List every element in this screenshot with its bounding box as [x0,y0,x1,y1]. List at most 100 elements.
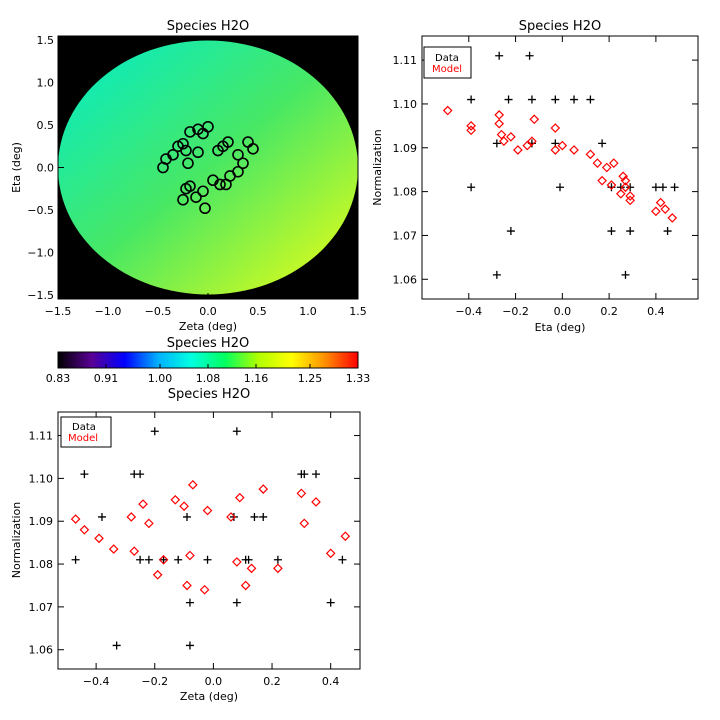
heatmap-marker [220,178,232,191]
eta-scatter-marks [442,51,679,279]
eta-scatter-model-point [527,136,537,147]
heatmap-marker [182,157,194,170]
eta-scatter-xtick-label: −0.2 [502,305,529,318]
zeta-scatter-model-point [340,531,351,542]
eta-scatter-model-point [618,171,629,182]
heatmap-ytick-label: 1.0 [37,77,55,90]
zeta-scatter-data-point [174,555,183,564]
zeta-scatter-model-point [258,484,269,494]
eta-scatter-data-point [492,139,501,148]
zeta-scatter-model-point [70,514,81,524]
heatmap-ytick-label: 0.5 [37,119,55,132]
eta-scatter-axes: −0.4 −0.2 0.0 0.2 0.4 1.06 1.07 1.08 1.09 1.10 1.1… [393,36,698,318]
heatmap-marker [214,178,226,191]
eta-scatter-data-point [663,227,672,236]
zeta-scatter-model-point [94,533,104,544]
zeta-scatter-model-point [240,580,251,591]
panel-zeta-scatter: Species H2O −0.4 −0.2 0.0 0.2 0.4 1.06 1.07 1.0… [10,387,361,703]
eta-scatter-data-point [607,227,616,236]
zeta-scatter-ytick-label: 1.10 [29,472,54,485]
heatmap-axes: −1.5 −1.0 −0.5 0.0 0.5 1.0 1.5 −1.5 −1.0 −0.5 0.0 0… [27,34,366,318]
heatmap-xtick-label: 1.0 [299,305,317,318]
zeta-scatter-data-point [136,555,145,564]
zeta-scatter-model-point [296,488,307,499]
zeta-legend-data: Data [72,422,96,433]
heatmap-marker [247,143,259,155]
heatmap-marker [180,182,192,195]
zeta-scatter-model-point [246,563,257,574]
zeta-scatter-ytick-label: 1.08 [29,558,54,571]
eta-scatter-model-point [466,121,476,131]
colorbar-title: Species H2O [167,336,249,351]
heatmap-field-disk [58,40,358,295]
zeta-scatter-model-point [129,546,140,557]
colorbar-tick-label: 1.00 [148,372,173,385]
eta-scatter-model-point [494,118,505,129]
heatmap-marker [192,146,204,159]
zeta-scatter-data-point [338,555,347,564]
heatmap-xtick-label: 0.5 [249,305,267,318]
zeta-scatter-model-point [226,512,236,522]
eta-scatter-ytick-label: 1.09 [393,142,418,155]
eta-scatter-xtick-label: 0.2 [600,305,618,318]
zeta-scatter-xtick-label: −0.4 [83,675,110,688]
eta-legend-box [423,46,472,79]
eta-scatter-model-point [499,136,509,147]
zeta-scatter-model-point [170,494,181,505]
heatmap-marker [237,157,249,170]
eta-scatter-model-point [550,145,561,155]
eta-scatter-model-point [667,213,678,223]
heatmap-xlabel: Zeta (deg) [179,320,237,333]
zeta-scatter-data-point [203,555,212,564]
heatmap-marker [202,120,214,133]
zeta-scatter-data-point [150,427,159,436]
eta-scatter-model-point [466,125,476,136]
zeta-scatter-model-point [232,557,242,567]
eta-scatter-model-point [620,182,631,193]
eta-scatter-model-point [557,140,568,151]
zeta-scatter-xtick-label: −0.2 [141,675,168,688]
heatmap-xtick-label: −1.5 [45,305,72,318]
zeta-scatter-ylabel: Normalization [10,502,23,578]
zeta-scatter-model-point [179,501,189,512]
eta-scatter-legend: Data Model [423,46,472,79]
heatmap-marker [177,137,189,150]
zeta-scatter-model-point [158,554,169,565]
eta-scatter-model-point [513,145,523,155]
zeta-scatter-data-point [244,555,253,564]
colorbar-tick-label: 0.91 [94,372,119,385]
eta-scatter-model-point [606,180,617,190]
zeta-scatter-data-point [250,512,259,521]
zeta-scatter-data-point [326,598,335,607]
zeta-scatter-xtick-label: 0.0 [205,675,223,688]
eta-legend-model: Model [432,64,462,75]
zeta-scatter-axes: −0.4 −0.2 0.0 0.2 0.4 1.06 1.07 1.08 1.09 1.10 1.1… [29,412,360,688]
eta-scatter-model-point [529,114,540,125]
zeta-scatter-data-point [71,555,80,564]
eta-scatter-xtick-label: 0.0 [554,305,572,318]
zeta-scatter-model-point [299,518,310,529]
zeta-scatter-data-point [136,470,145,479]
zeta-scatter-marks [70,427,351,650]
zeta-scatter-ytick-label: 1.09 [29,515,54,528]
eta-scatter-model-point [608,158,619,168]
colorbar-tick-label: 1.08 [196,372,221,385]
heatmap-title: Species H2O [167,19,249,34]
zeta-scatter-model-point [185,550,195,561]
eta-scatter-ytick-label: 1.11 [393,54,418,67]
eta-scatter-data-point [670,183,679,192]
heatmap-ytick-label: −1.0 [27,246,54,259]
eta-scatter-data-point [551,95,560,104]
eta-scatter-xtick-label: 0.4 [647,305,665,318]
panel-eta-scatter: Species H2O −0.4 −0.2 0.0 0.2 0.4 1.06 1.07 1.0… [371,19,699,334]
eta-scatter-data-point [506,227,515,236]
heatmap-ytick-label: 0.0 [37,162,55,175]
eta-scatter-data-point [570,95,579,104]
eta-scatter-model-point [615,188,626,199]
heatmap-ytick-label: −1.5 [27,289,54,302]
zeta-scatter-model-point [138,499,148,509]
colorbar-tick-label: 1.16 [244,372,269,385]
heatmap-marker [232,148,244,161]
eta-scatter-plot-area [421,35,699,300]
heatmap-ytick-label: −0.5 [27,204,54,217]
